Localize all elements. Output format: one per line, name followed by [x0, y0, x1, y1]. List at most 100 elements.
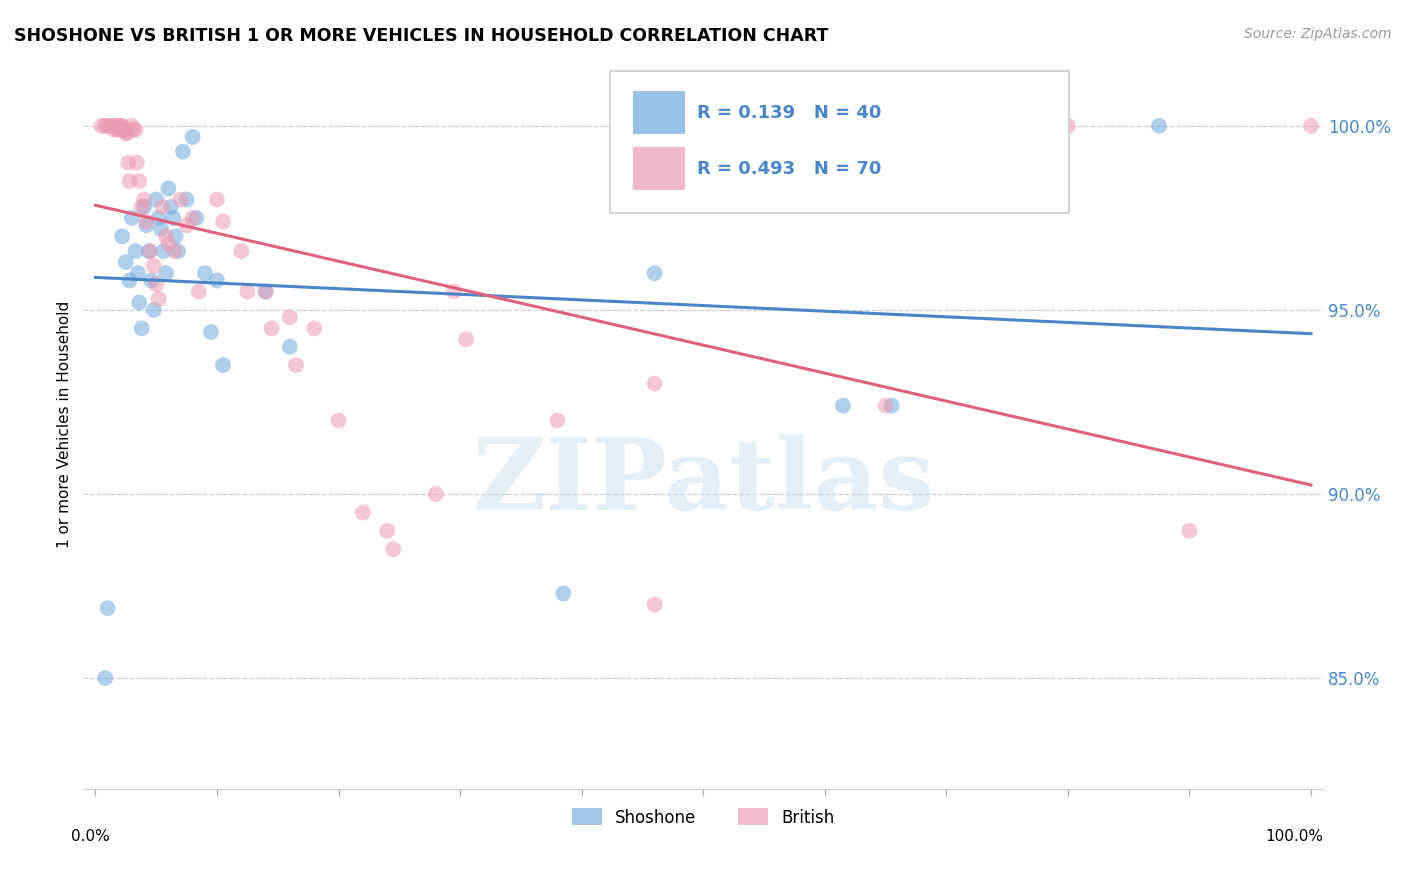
Point: [117, 155, 139, 169]
Point: [1178, 524, 1201, 538]
Point: [97, 601, 120, 615]
Point: [145, 193, 167, 207]
Point: [111, 229, 134, 244]
Point: [553, 586, 575, 600]
Point: [114, 126, 136, 140]
Point: [456, 332, 478, 346]
Point: [187, 285, 209, 299]
Point: [125, 155, 148, 169]
Point: [150, 200, 173, 214]
Point: [145, 277, 167, 292]
FancyBboxPatch shape: [610, 70, 1069, 212]
Point: [138, 244, 160, 258]
Point: [205, 193, 228, 207]
Point: [107, 122, 129, 136]
Point: [135, 219, 157, 233]
Point: [1299, 119, 1322, 133]
Text: 0.0%: 0.0%: [70, 829, 110, 844]
Point: [157, 236, 180, 251]
Point: [105, 119, 128, 133]
Point: [110, 119, 132, 133]
Point: [304, 321, 326, 335]
Point: [186, 211, 208, 225]
Point: [114, 122, 136, 136]
Point: [111, 119, 134, 133]
Point: [382, 542, 405, 557]
Point: [157, 181, 180, 195]
Point: [115, 126, 138, 140]
Point: [644, 376, 666, 391]
Point: [181, 129, 204, 144]
Text: ZIPatlas: ZIPatlas: [472, 434, 935, 531]
Point: [131, 200, 153, 214]
Point: [875, 399, 897, 413]
Point: [142, 302, 165, 317]
Point: [644, 266, 666, 280]
Point: [176, 193, 198, 207]
Point: [139, 244, 162, 258]
Point: [118, 174, 141, 188]
Point: [98, 119, 121, 133]
Point: [103, 122, 125, 136]
Point: [169, 193, 191, 207]
Point: [94, 119, 117, 133]
Point: [285, 358, 308, 372]
Point: [167, 244, 190, 258]
Point: [128, 295, 150, 310]
Point: [443, 285, 465, 299]
Point: [135, 214, 157, 228]
Point: [155, 229, 177, 244]
Point: [128, 174, 150, 188]
Point: [101, 119, 124, 133]
Y-axis label: 1 or more Vehicles in Household: 1 or more Vehicles in Household: [58, 301, 72, 548]
Point: [90, 119, 112, 133]
Point: [127, 266, 149, 280]
Point: [114, 255, 136, 269]
Point: [150, 222, 173, 236]
Point: [194, 266, 217, 280]
Point: [141, 273, 163, 287]
Point: [328, 413, 350, 427]
Point: [124, 244, 146, 258]
Point: [131, 321, 153, 335]
Point: [132, 193, 155, 207]
Point: [112, 122, 135, 136]
Point: [132, 200, 155, 214]
Point: [181, 211, 204, 225]
Point: [108, 119, 131, 133]
Point: [172, 145, 194, 159]
FancyBboxPatch shape: [633, 91, 685, 135]
Point: [118, 273, 141, 287]
Point: [163, 244, 186, 258]
Point: [122, 122, 145, 136]
Text: 100.0%: 100.0%: [1265, 829, 1323, 844]
Point: [375, 524, 398, 538]
Point: [176, 219, 198, 233]
Point: [124, 122, 146, 136]
Point: [155, 266, 177, 280]
Point: [159, 200, 181, 214]
Text: R = 0.493   N = 70: R = 0.493 N = 70: [697, 160, 882, 178]
Point: [148, 292, 170, 306]
Point: [105, 122, 128, 136]
Point: [94, 671, 117, 685]
Point: [212, 214, 235, 228]
Point: [832, 399, 855, 413]
Point: [1147, 119, 1170, 133]
Point: [121, 211, 143, 225]
Text: SHOSHONE VS BRITISH 1 OR MORE VEHICLES IN HOUSEHOLD CORRELATION CHART: SHOSHONE VS BRITISH 1 OR MORE VEHICLES I…: [14, 27, 828, 45]
Point: [644, 598, 666, 612]
Point: [425, 487, 447, 501]
Point: [212, 358, 235, 372]
Point: [142, 259, 165, 273]
Point: [148, 211, 170, 225]
Point: [278, 310, 301, 325]
Point: [165, 229, 187, 244]
Point: [254, 285, 277, 299]
Point: [260, 321, 283, 335]
Point: [254, 285, 277, 299]
Text: R = 0.139   N = 40: R = 0.139 N = 40: [697, 103, 882, 122]
Text: Source: ZipAtlas.com: Source: ZipAtlas.com: [1244, 27, 1392, 41]
Point: [231, 244, 253, 258]
Point: [162, 211, 184, 225]
